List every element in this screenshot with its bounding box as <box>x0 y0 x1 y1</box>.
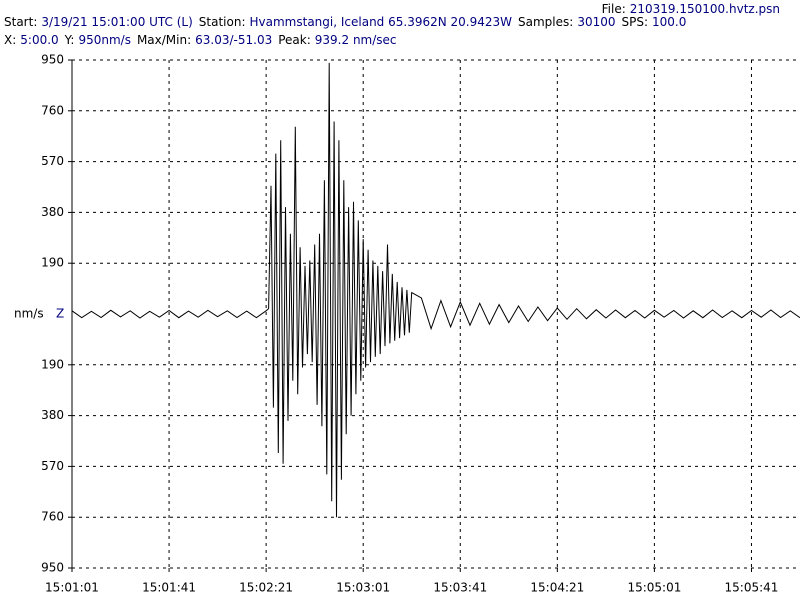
y-tick-label: 190 <box>41 357 64 371</box>
header-value: 5:00.0 <box>20 33 58 47</box>
y-tick-label: 950 <box>41 561 64 575</box>
x-tick-label: 15:01:01 <box>45 581 99 595</box>
header-label: SPS: <box>622 15 649 29</box>
y-axis-label: nm/s <box>14 307 44 321</box>
x-tick-label: 15:05:01 <box>627 581 681 595</box>
channel-label: Z <box>56 307 64 321</box>
y-tick-label: 760 <box>41 103 64 117</box>
y-tick-label: 190 <box>41 256 64 270</box>
x-tick-label: 15:03:01 <box>336 581 390 595</box>
header-value: 3/19/21 15:01:00 UTC (L) <box>41 15 192 29</box>
header-value: Hvammstangi, Iceland 65.3962N 20.9423W <box>250 15 513 29</box>
header-value: 30100 <box>577 15 615 29</box>
x-tick-label: 15:03:41 <box>433 581 487 595</box>
header-label: X: <box>4 33 16 47</box>
header-value: 210319.150100.hvtz.psn <box>630 2 780 16</box>
x-tick-label: 15:04:21 <box>530 581 584 595</box>
y-tick-label: 570 <box>41 154 64 168</box>
y-tick-label: 380 <box>41 408 64 422</box>
y-tick-label: 570 <box>41 459 64 473</box>
x-tick-label: 15:01:41 <box>142 581 196 595</box>
header-label: Start: <box>4 15 37 29</box>
y-tick-label: 760 <box>41 510 64 524</box>
header-label: Max/Min: <box>137 33 191 47</box>
x-tick-label: 15:02:21 <box>239 581 293 595</box>
header-line: X: 5:00.0 Y: 950nm/s Max/Min: 63.03/-51.03 Pea… <box>4 33 397 47</box>
y-tick-label: 950 <box>41 53 64 67</box>
header-value: 63.03/-51.03 <box>195 33 272 47</box>
header-value: 950nm/s <box>78 33 131 47</box>
header-line: File: 210319.150100.hvtz.psn <box>602 2 780 16</box>
header-label: Station: <box>199 15 246 29</box>
waveform <box>71 62 800 518</box>
header-label: File: <box>602 2 626 16</box>
header-label: Y: <box>64 33 75 47</box>
header-label: Samples: <box>518 15 573 29</box>
y-tick-label: 380 <box>41 205 64 219</box>
header-value: 939.2 nm/sec <box>315 33 397 47</box>
header-value: 100.0 <box>652 15 686 29</box>
header-label: Peak: <box>278 33 311 47</box>
header-line: Start: 3/19/21 15:01:00 UTC (L) Station: Hv… <box>4 15 686 29</box>
x-tick-label: 15:05:41 <box>725 581 779 595</box>
